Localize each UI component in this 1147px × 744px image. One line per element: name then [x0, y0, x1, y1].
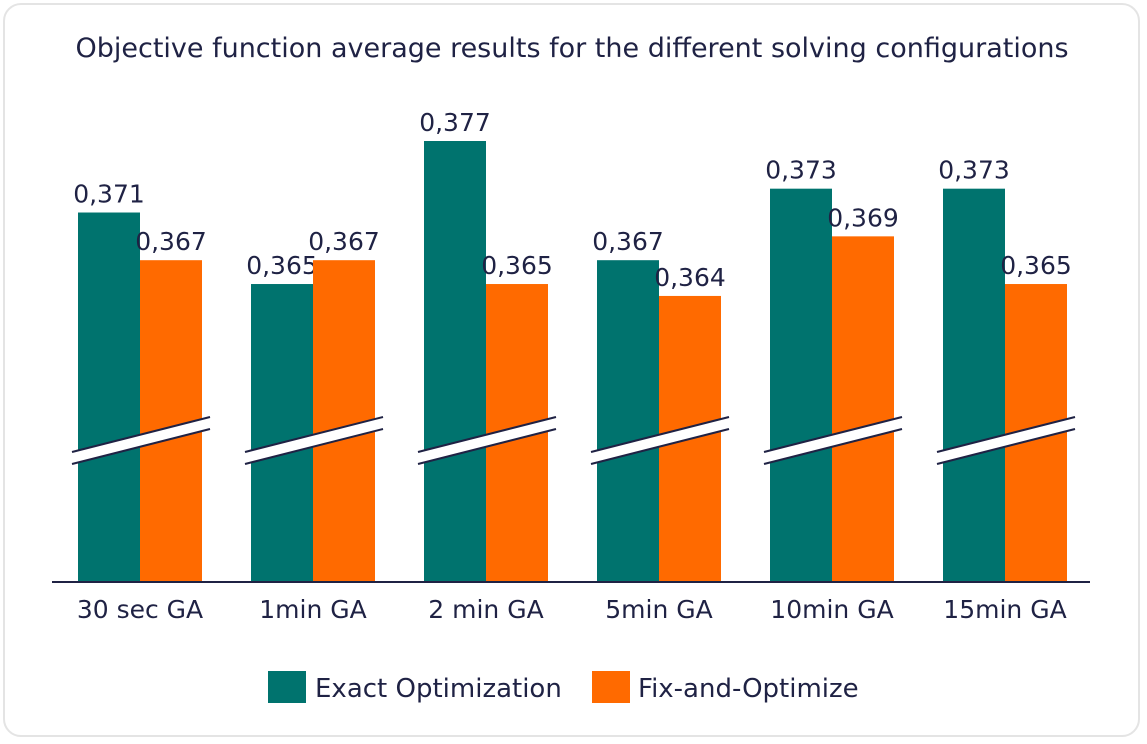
bar-exact-4: [770, 188, 832, 583]
x-tick-label-2: 2 min GA: [428, 595, 543, 624]
data-label-exact-0: 0,371: [73, 180, 145, 209]
chart-title: Objective function average results for t…: [75, 33, 1068, 64]
x-tick-label-5: 15min GA: [943, 595, 1066, 624]
bar-exact-2: [424, 141, 486, 582]
legend-label-exact: Exact Optimization: [315, 674, 562, 704]
data-label-exact-5: 0,373: [938, 156, 1010, 185]
axis-break-line-top-4: [763, 416, 903, 453]
legend-label-fix: Fix-and-Optimize: [638, 674, 859, 704]
axis-break-band-1: [245, 417, 383, 464]
axis-break-line-bottom-4: [763, 428, 903, 465]
axis-break-band-5: [937, 417, 1075, 464]
legend-swatch-fix: [592, 671, 630, 703]
axis-break-line-bottom-3: [590, 428, 730, 465]
bar-exact-0: [78, 212, 140, 582]
axis-break-line-bottom-2: [417, 428, 557, 465]
axis-break-band-3: [591, 417, 729, 464]
data-label-fix-5: 0,365: [1000, 251, 1072, 280]
bar-fix-4: [832, 236, 894, 582]
legend: Exact Optimization Fix-and-Optimize: [268, 671, 859, 704]
data-label-exact-2: 0,377: [419, 108, 491, 137]
x-tick-label-4: 10min GA: [770, 595, 893, 624]
data-label-fix-3: 0,364: [654, 263, 726, 292]
axis-break-band-4: [764, 417, 902, 464]
x-tick-label-0: 30 sec GA: [77, 595, 203, 624]
data-label-exact-4: 0,373: [765, 156, 837, 185]
legend-swatch-exact: [268, 671, 306, 703]
data-label-fix-0: 0,367: [135, 227, 207, 256]
x-tick-label-1: 1min GA: [259, 595, 366, 624]
axis-break-line-top-5: [936, 416, 1076, 453]
axis-break-line-top-2: [417, 416, 557, 453]
data-label-fix-2: 0,365: [481, 251, 553, 280]
bar-exact-1: [251, 284, 313, 582]
axis-break-line-bottom-5: [936, 428, 1076, 465]
axis-breaks-group: [71, 416, 1076, 465]
data-label-exact-3: 0,367: [592, 227, 664, 256]
bar-exact-3: [597, 260, 659, 582]
bars-group: 0,3710,3670,3650,3670,3770,3650,3670,364…: [73, 108, 1072, 583]
data-label-fix-1: 0,367: [308, 227, 380, 256]
bar-exact-5: [943, 188, 1005, 583]
x-tick-labels: 30 sec GA 1min GA 2 min GA 5min GA 10min GA 1…: [77, 595, 1067, 624]
axis-break-band-0: [72, 417, 210, 464]
axis-break-band-2: [418, 417, 556, 464]
axis-break-line-bottom-1: [244, 428, 384, 465]
axis-break-line-top-1: [244, 416, 384, 453]
x-tick-label-3: 5min GA: [605, 595, 712, 624]
axis-break-line-top-3: [590, 416, 730, 453]
axis-break-line-top-0: [71, 416, 211, 453]
data-label-exact-1: 0,365: [246, 251, 318, 280]
data-label-fix-4: 0,369: [827, 203, 899, 232]
axis-break-line-bottom-0: [71, 428, 211, 465]
